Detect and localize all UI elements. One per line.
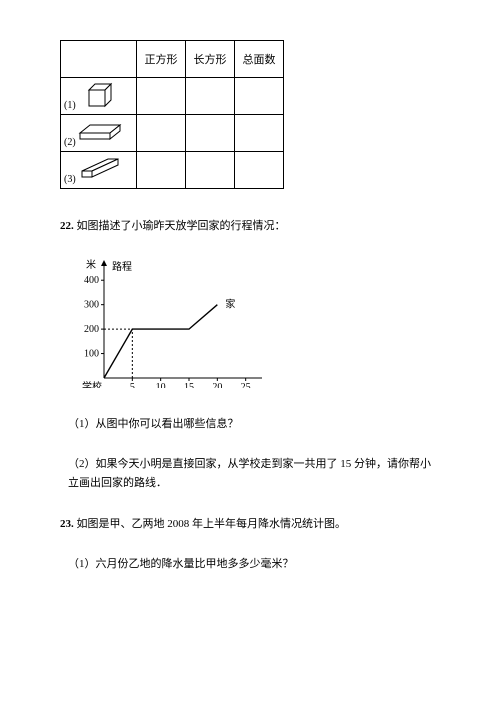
- long-cuboid-icon: [78, 157, 122, 181]
- table-row: (3): [61, 152, 284, 189]
- svg-text:100: 100: [84, 348, 99, 359]
- table-header-rect: 长方形: [186, 41, 235, 78]
- cube-icon: [81, 80, 119, 110]
- svg-text:米: 米: [86, 258, 96, 271]
- svg-text:路程: 路程: [112, 260, 132, 273]
- table-cell: [186, 115, 235, 152]
- q23-intro: 23. 如图是甲、乙两地 2008 年上半年每月降水情况统计图。: [60, 515, 440, 534]
- svg-text:400: 400: [84, 275, 99, 286]
- svg-text:5: 5: [130, 382, 135, 388]
- q23-part1: （1）六月份乙地的降水量比甲地多多少毫米？: [68, 555, 440, 574]
- table-header-square: 正方形: [137, 41, 186, 78]
- table-cell: [186, 78, 235, 115]
- q23-intro-text: 如图是甲、乙两地 2008 年上半年每月降水情况统计图。: [77, 518, 347, 530]
- shapes-table: 正方形 长方形 总面数 (1) (2): [60, 40, 284, 189]
- table-cell: [137, 152, 186, 189]
- svg-text:10: 10: [156, 382, 166, 388]
- row-number: (2): [64, 137, 76, 148]
- row-number: (1): [64, 100, 76, 111]
- table-cell: [235, 152, 284, 189]
- svg-text:学校: 学校: [82, 380, 102, 388]
- svg-text:15: 15: [184, 382, 194, 388]
- chart-svg: 100200300400510152025米路程分学校家: [72, 258, 262, 388]
- table-row: (1): [61, 78, 284, 115]
- q22-number: 22.: [60, 220, 74, 232]
- q23-number: 23.: [60, 518, 74, 530]
- table-cell: [186, 152, 235, 189]
- flat-cuboid-icon: [76, 119, 124, 145]
- q22-part2: （2）如果今天小明是直接回家，从学校走到家一共用了 15 分钟，请你帮小立画出回…: [68, 455, 440, 492]
- table-cell: [235, 115, 284, 152]
- table-row: (2): [61, 115, 284, 152]
- row-number: (3): [64, 174, 76, 185]
- q22-part1: （1）从图中你可以看出哪些信息？: [68, 415, 440, 434]
- table-cell: [137, 78, 186, 115]
- svg-text:25: 25: [241, 382, 251, 388]
- q22-intro: 22. 如图描述了小瑜昨天放学回家的行程情况：: [60, 217, 440, 236]
- svg-text:300: 300: [84, 299, 99, 310]
- table-cell: [137, 115, 186, 152]
- table-cell: [235, 78, 284, 115]
- table-header-blank: [61, 41, 137, 78]
- svg-text:20: 20: [212, 382, 222, 388]
- table-header-total: 总面数: [235, 41, 284, 78]
- svg-text:200: 200: [84, 324, 99, 335]
- svg-text:家: 家: [225, 297, 235, 310]
- q22-intro-text: 如图描述了小瑜昨天放学回家的行程情况：: [77, 220, 286, 232]
- line-chart: 100200300400510152025米路程分学校家: [72, 258, 440, 391]
